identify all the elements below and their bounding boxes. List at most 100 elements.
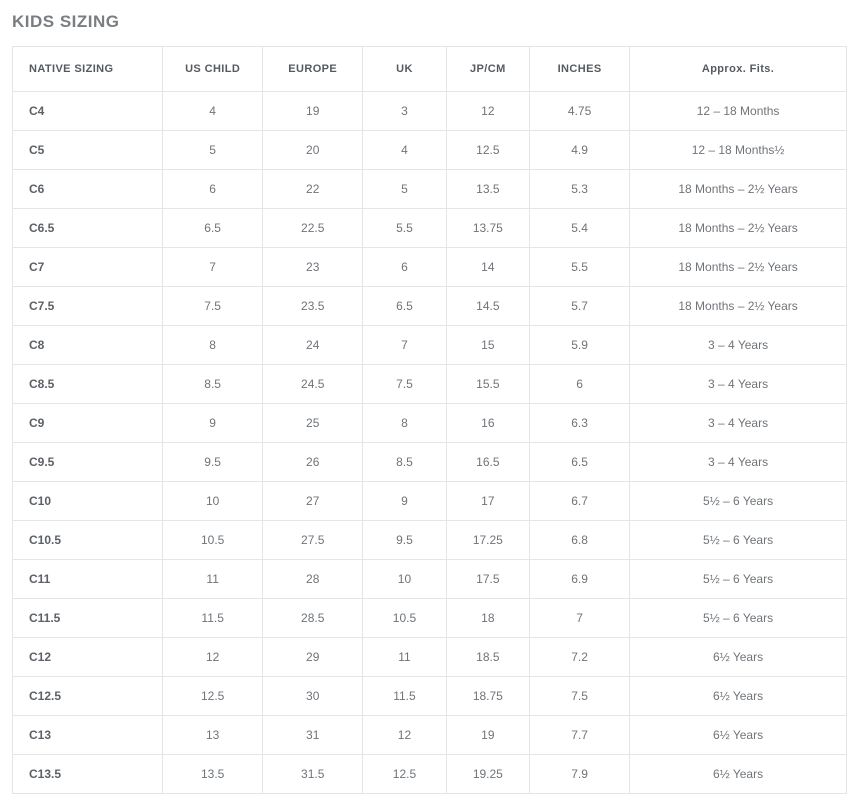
table-cell: C12.5 <box>13 677 163 716</box>
table-cell: 3 – 4 Years <box>630 443 847 482</box>
table-cell: 6 <box>530 365 630 404</box>
table-cell: 18 Months – 2½ Years <box>630 287 847 326</box>
table-cell: 6.9 <box>530 560 630 599</box>
table-cell: 18.5 <box>446 638 529 677</box>
table-cell: C7.5 <box>13 287 163 326</box>
table-cell: 6.5 <box>163 209 263 248</box>
table-cell: 19 <box>446 716 529 755</box>
col-native-sizing: NATIVE SIZING <box>13 47 163 92</box>
table-cell: 10 <box>363 560 446 599</box>
table-cell: 29 <box>263 638 363 677</box>
table-cell: 12 – 18 Months½ <box>630 131 847 170</box>
sizing-table: NATIVE SIZING US CHILD EUROPE UK JP/CM I… <box>12 46 847 794</box>
table-cell: C13 <box>13 716 163 755</box>
table-cell: 9.5 <box>163 443 263 482</box>
col-europe: EUROPE <box>263 47 363 92</box>
table-cell: 11.5 <box>163 599 263 638</box>
table-cell: 4.75 <box>530 92 630 131</box>
table-row: C13.513.531.512.519.257.96½ Years <box>13 755 847 794</box>
table-cell: 5½ – 6 Years <box>630 599 847 638</box>
table-cell: 17 <box>446 482 529 521</box>
table-cell: 28.5 <box>263 599 363 638</box>
table-cell: 13.5 <box>446 170 529 209</box>
col-uk: UK <box>363 47 446 92</box>
table-cell: 9.5 <box>363 521 446 560</box>
table-cell: C10.5 <box>13 521 163 560</box>
table-cell: 5.4 <box>530 209 630 248</box>
table-cell: 8.5 <box>363 443 446 482</box>
table-cell: 3 <box>363 92 446 131</box>
table-cell: 18 Months – 2½ Years <box>630 209 847 248</box>
table-row: C13133112197.76½ Years <box>13 716 847 755</box>
table-row: C1111281017.56.95½ – 6 Years <box>13 560 847 599</box>
table-cell: 12 <box>363 716 446 755</box>
table-cell: 23.5 <box>263 287 363 326</box>
table-cell: C11 <box>13 560 163 599</box>
table-cell: 6½ Years <box>630 716 847 755</box>
table-cell: 13.5 <box>163 755 263 794</box>
table-cell: 13 <box>163 716 263 755</box>
table-cell: 24.5 <box>263 365 363 404</box>
table-cell: C4 <box>13 92 163 131</box>
table-row: C44193124.7512 – 18 Months <box>13 92 847 131</box>
table-cell: 12.5 <box>446 131 529 170</box>
table-cell: 11 <box>363 638 446 677</box>
table-cell: 15 <box>446 326 529 365</box>
table-row: C7.57.523.56.514.55.718 Months – 2½ Year… <box>13 287 847 326</box>
table-cell: C13.5 <box>13 755 163 794</box>
table-cell: C8 <box>13 326 163 365</box>
table-cell: 22 <box>263 170 363 209</box>
table-cell: 7.5 <box>363 365 446 404</box>
table-cell: 7 <box>530 599 630 638</box>
table-cell: 12 – 18 Months <box>630 92 847 131</box>
table-row: C9.59.5268.516.56.53 – 4 Years <box>13 443 847 482</box>
table-cell: 5 <box>363 170 446 209</box>
table-cell: 22.5 <box>263 209 363 248</box>
table-cell: C12 <box>13 638 163 677</box>
table-cell: 7 <box>163 248 263 287</box>
table-cell: 3 – 4 Years <box>630 404 847 443</box>
table-cell: 24 <box>263 326 363 365</box>
table-cell: C6.5 <box>13 209 163 248</box>
table-cell: 18 <box>446 599 529 638</box>
col-approx-fits: Approx. Fits. <box>630 47 847 92</box>
table-cell: 23 <box>263 248 363 287</box>
table-row: C99258166.33 – 4 Years <box>13 404 847 443</box>
table-cell: C6 <box>13 170 163 209</box>
table-cell: 7 <box>363 326 446 365</box>
table-row: C10.510.527.59.517.256.85½ – 6 Years <box>13 521 847 560</box>
table-cell: 31.5 <box>263 755 363 794</box>
table-cell: 16 <box>446 404 529 443</box>
table-cell: 10.5 <box>163 521 263 560</box>
table-row: C8.58.524.57.515.563 – 4 Years <box>13 365 847 404</box>
table-cell: 30 <box>263 677 363 716</box>
table-cell: 26 <box>263 443 363 482</box>
table-cell: 6 <box>163 170 263 209</box>
table-cell: 11.5 <box>363 677 446 716</box>
table-cell: 3 – 4 Years <box>630 365 847 404</box>
table-cell: 5.5 <box>363 209 446 248</box>
table-cell: 31 <box>263 716 363 755</box>
table-cell: 5.3 <box>530 170 630 209</box>
table-cell: 10 <box>163 482 263 521</box>
table-cell: 4 <box>163 92 263 131</box>
page-title: KIDS SIZING <box>12 12 847 32</box>
table-cell: 27 <box>263 482 363 521</box>
table-cell: 6½ Years <box>630 755 847 794</box>
table-cell: 17.25 <box>446 521 529 560</box>
table-cell: 7.2 <box>530 638 630 677</box>
table-cell: C8.5 <box>13 365 163 404</box>
table-cell: 7.7 <box>530 716 630 755</box>
table-cell: 6½ Years <box>630 638 847 677</box>
table-cell: C11.5 <box>13 599 163 638</box>
table-cell: 7.5 <box>163 287 263 326</box>
table-row: C88247155.93 – 4 Years <box>13 326 847 365</box>
table-cell: 5.9 <box>530 326 630 365</box>
table-cell: 5.7 <box>530 287 630 326</box>
table-cell: 3 – 4 Years <box>630 326 847 365</box>
table-cell: 6½ Years <box>630 677 847 716</box>
table-cell: 12 <box>163 638 263 677</box>
table-cell: 18 Months – 2½ Years <box>630 248 847 287</box>
table-cell: 6.5 <box>530 443 630 482</box>
table-header-row: NATIVE SIZING US CHILD EUROPE UK JP/CM I… <box>13 47 847 92</box>
